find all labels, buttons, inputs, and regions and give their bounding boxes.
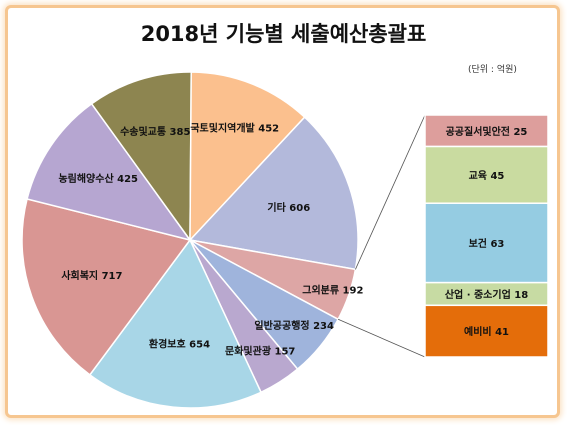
connector-line-bottom (337, 318, 426, 358)
pie-label-5: 사회복지 717 (61, 269, 122, 282)
chart-title: 2018년 기능별 세출예산총괄표 (140, 22, 427, 46)
breakdown-label-3: 산업 · 중소기업 18 (445, 288, 528, 301)
pie-label-2: 일반공공행정 234 (254, 319, 334, 332)
pie-slice-8 (189, 71, 306, 242)
pie-label-4: 환경보호 654 (149, 338, 210, 351)
pie-label-0: 기타 606 (267, 201, 310, 214)
breakdown-segment-0 (424, 114, 549, 148)
pie-slice-5 (21, 198, 192, 376)
pie-label-7: 수송및교통 385 (120, 126, 190, 138)
breakdown-label-2: 보건 63 (469, 237, 505, 250)
breakdown-label-1: 교육 45 (469, 170, 505, 182)
pie-slice-0 (188, 116, 359, 271)
pie-label-1: 그외분류 192 (302, 285, 363, 297)
breakdown-label-4: 예비비 41 (464, 325, 509, 338)
unit-note: (단위 : 억원) (468, 65, 517, 75)
breakdown-segment-2 (424, 202, 549, 284)
breakdown-segment-4 (424, 304, 549, 358)
pie-slice-4 (88, 238, 263, 409)
pie-slice-7 (90, 71, 193, 243)
breakdown-segment-1 (424, 145, 549, 204)
pie-label-3: 문화및관광 157 (225, 345, 295, 358)
pie-slice-6 (26, 102, 192, 242)
pie-label-6: 농림해양수산 425 (58, 172, 138, 185)
breakdown-label-0: 공공질서및안전 25 (446, 125, 528, 138)
pie-label-8: 국토및지역개발 452 (190, 122, 279, 135)
connector-line-top (355, 114, 426, 270)
